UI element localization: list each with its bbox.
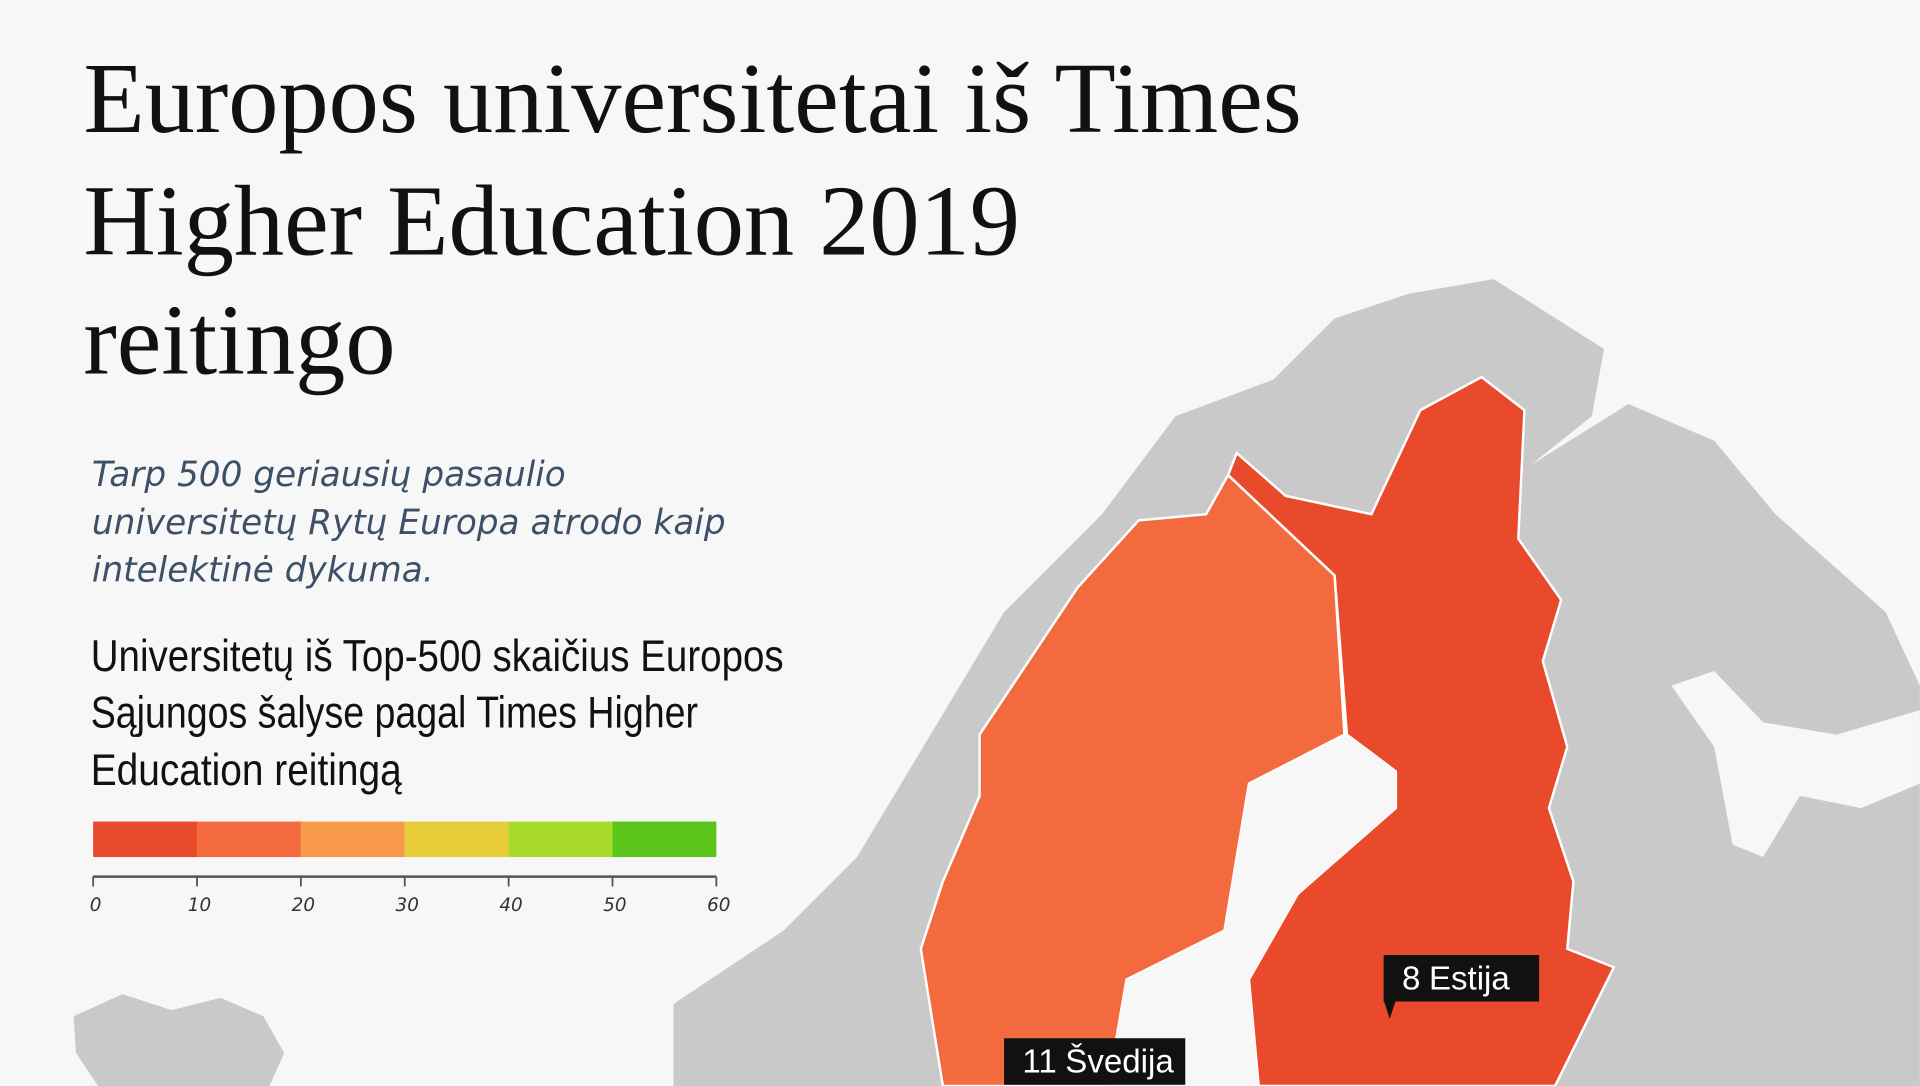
tick-label: 30 (396, 895, 419, 916)
gulf (1108, 734, 1396, 1086)
label-text: 8 Estija (1402, 960, 1510, 997)
title-line: Europos universitetai iš Times (83, 43, 1301, 154)
region (919, 473, 1346, 1086)
legend-swatch (197, 821, 301, 858)
tick-label: 40 (499, 895, 522, 916)
subtitle-line: intelektinė dykuma. (92, 551, 434, 591)
legend-swatch (612, 821, 717, 858)
map-label: 11 Švedija (1004, 1038, 1186, 1085)
legend-heading: Sąjungos šalyse pagal Times Higher (91, 688, 698, 737)
legend-swatch (508, 821, 613, 858)
island (73, 994, 285, 1086)
label-country: Švedija (1065, 1043, 1174, 1081)
label-country: Estija (1429, 960, 1510, 997)
region (1226, 375, 1616, 1086)
sea (1671, 670, 1920, 858)
label-box (1383, 954, 1540, 1002)
tick-label: 20 (292, 895, 315, 916)
tick-label: 10 (188, 895, 211, 916)
legend-heading: Universitetų iš Top-500 skaičius Europos (91, 632, 784, 681)
title-line: Higher Education 2019 (83, 166, 1020, 277)
label-pointer (1383, 1000, 1396, 1019)
tick-label: 50 (603, 895, 626, 916)
legend: 0 10 20 30 40 50 60 (90, 821, 730, 916)
legend-swatch (300, 821, 405, 858)
map (73, 279, 1920, 1086)
header: Europos universitetai iš Times Higher Ed… (83, 43, 1301, 795)
label-text: 11 Švedija (1022, 1043, 1174, 1081)
subtitle-line: universitetų Rytų Europa atrodo kaip (92, 503, 726, 543)
title-line: reitingo (83, 284, 395, 395)
subtitle-line: Tarp 500 geriausių pasaulio (92, 455, 566, 495)
legend-swatch (404, 821, 509, 858)
map-label: 8 Estija (1383, 954, 1540, 1019)
label-count: 11 (1022, 1044, 1056, 1081)
tick-label: 60 (707, 895, 730, 916)
label-count: 8 (1402, 960, 1420, 997)
label-box (1004, 1038, 1186, 1085)
legend-heading: Education reitingą (91, 746, 402, 795)
legend-swatch (93, 821, 198, 858)
tick-label: 0 (90, 895, 102, 916)
